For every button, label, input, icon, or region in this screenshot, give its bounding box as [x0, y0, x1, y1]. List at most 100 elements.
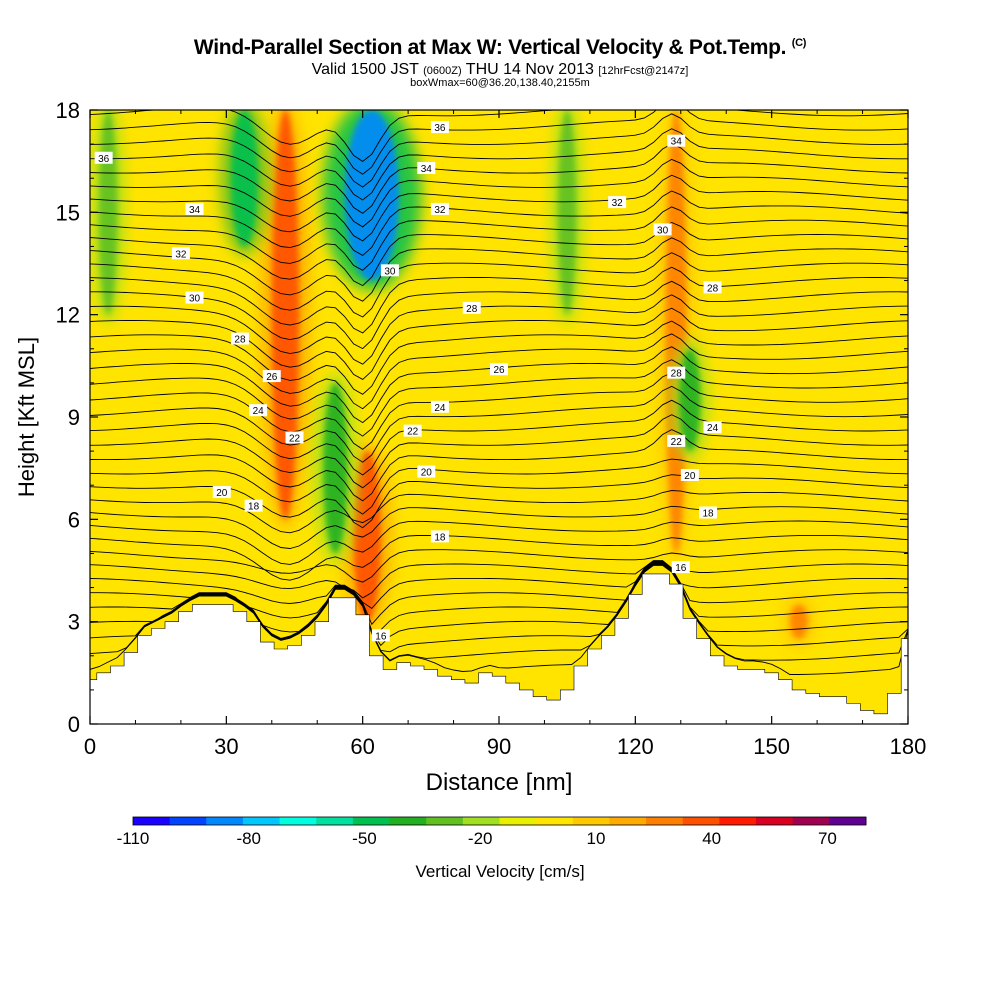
contour-label: 34 [667, 134, 686, 148]
contour-label: 36 [94, 151, 113, 165]
theta-contour [90, 414, 908, 489]
colorbar-segment [206, 817, 244, 825]
theta-contour [90, 110, 908, 175]
theta-contour [90, 564, 908, 661]
chart-box-info: boxWmax=60@36.20,138.40,2155m [410, 77, 590, 89]
contour-label-text: 18 [248, 502, 260, 513]
contour-label: 20 [212, 486, 231, 499]
theta-contour [90, 549, 908, 583]
theta-contour [90, 113, 908, 188]
colorbar-tick-label: -20 [468, 829, 493, 848]
theta-contour [90, 280, 908, 350]
theta-contour [90, 174, 908, 242]
contour-label-text: 26 [493, 365, 505, 376]
colorbar-title: Vertical Velocity [cm/s] [415, 862, 585, 881]
theta-contour [90, 359, 908, 437]
colorbar-segment [499, 817, 537, 825]
x-tick-label: 0 [84, 734, 96, 759]
theta-contour [90, 128, 908, 201]
theta-contour [90, 564, 908, 675]
theta-contour [90, 206, 908, 271]
velocity-feature-7 [656, 110, 696, 564]
colorbar-segment [462, 817, 500, 825]
contour-label: 20 [680, 468, 699, 482]
velocity-feature-3 [313, 372, 358, 564]
contour-label: 26 [490, 363, 508, 376]
contour-label-text: 36 [434, 123, 446, 134]
colorbar: -110 -80 -50 -20 10 40 70 [117, 816, 867, 848]
contour-label-text: 22 [289, 433, 301, 444]
contour-label-text: 32 [175, 249, 187, 260]
contour-label-text: 24 [707, 423, 719, 434]
theta-contour [90, 190, 908, 256]
contour-label-text: 24 [253, 406, 265, 417]
theta-contour [90, 534, 908, 581]
theta-contour [90, 294, 908, 365]
colorbar-segment [316, 817, 354, 825]
theta-contour [90, 252, 908, 318]
contour-label: 30 [185, 291, 204, 305]
x-tick-label: 120 [617, 734, 654, 759]
y-tick-label: 6 [68, 507, 80, 532]
theta-contour [90, 490, 908, 534]
colorbar-segment [719, 817, 757, 825]
theta-contour [90, 158, 908, 228]
theta-contour [90, 562, 908, 633]
velocity-feature-9 [782, 594, 816, 649]
chart-subtitle: Valid 1500 JST (0600Z) THU 14 Nov 2013 [… [311, 61, 689, 78]
contour-label: 26 [262, 370, 281, 383]
contour-label: 16 [371, 629, 390, 642]
colorbar-segment [646, 817, 684, 825]
theta-contour [90, 221, 908, 287]
contour-label: 32 [608, 196, 627, 209]
colorbar-tick-label: -50 [352, 829, 377, 848]
colorbar-segment [829, 817, 867, 825]
contour-label: 32 [430, 202, 449, 216]
theta-contour [90, 307, 908, 380]
contour-label-text: 16 [375, 631, 387, 642]
contour-label-text: 22 [671, 437, 683, 448]
contour-label: 18 [699, 506, 718, 520]
velocity-feature-4 [219, 110, 270, 257]
colorbar-segment [572, 817, 610, 825]
theta-contour [90, 560, 908, 609]
theta-contour [90, 372, 908, 450]
colorbar-segment [279, 817, 317, 825]
theta-contour [90, 385, 908, 463]
colorbar-segment [242, 817, 281, 825]
contour-label: 30 [380, 264, 399, 277]
theta-contour [90, 237, 908, 302]
contour-label: 28 [230, 332, 249, 346]
contour-label-text: 28 [707, 283, 719, 294]
contour-label: 34 [185, 202, 204, 216]
contour-label-text: 36 [98, 154, 110, 165]
velocity-feature-6 [550, 110, 584, 325]
theta-contour [90, 561, 908, 626]
colorbar-tick-label: 70 [818, 829, 837, 848]
colorbar-segment [756, 817, 794, 825]
x-tick-label: 30 [214, 734, 238, 759]
colorbar-tick-label: -110 [117, 829, 150, 848]
y-tick-label: 15 [56, 200, 80, 225]
x-tick-label: 180 [890, 734, 927, 759]
contour-label-text: 28 [466, 304, 478, 315]
contour-label-text: 34 [421, 164, 433, 175]
y-tick-label: 3 [68, 610, 80, 635]
contour-label: 30 [653, 223, 672, 236]
contour-label: 24 [703, 421, 722, 434]
contour-label-text: 20 [216, 488, 228, 499]
contour-label-text: 18 [434, 532, 446, 543]
contour-label-text: 30 [657, 225, 669, 236]
contour-label: 24 [430, 400, 449, 414]
x-axis: 0 30 60 90 120 150 180 [84, 110, 926, 759]
y-axis-label: Height [Kft MSL] [14, 337, 39, 497]
contour-label: 28 [667, 366, 686, 380]
contour-label: 22 [285, 431, 304, 444]
theta-contour [90, 563, 908, 653]
contour-label: 22 [667, 434, 686, 448]
x-tick-label: 150 [753, 734, 790, 759]
contour-label: 18 [430, 530, 449, 543]
colorbar-tick-label: -80 [236, 829, 261, 848]
